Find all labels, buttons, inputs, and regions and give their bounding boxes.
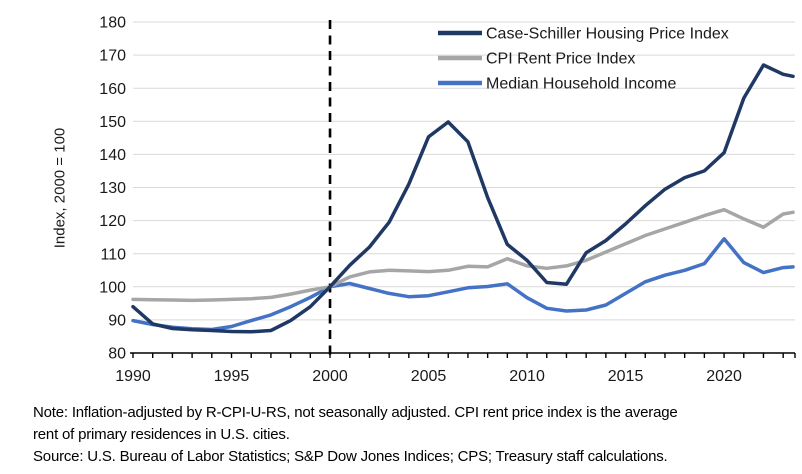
line-chart-canvas: 1990 1995 2000 2005 2010 2015 2020 80 90 100 110 12…: [99, 15, 796, 385]
series-line-median-household-income: [131, 237, 795, 332]
y-tick-label-150: 150: [99, 114, 126, 131]
y-tick-label-120: 120: [99, 213, 126, 230]
legend: Case-Schiller Housing Price Index CPI Ren…: [438, 26, 729, 93]
y-tick-label-170: 170: [99, 48, 126, 65]
y-tick-labels: 80 90 100 110 120 130 140 150 160 170 180: [99, 15, 126, 363]
x-tick-label-2010: 2010: [509, 368, 545, 385]
series-line-case-schiller-housing-price-index: [131, 63, 795, 334]
x-tick-label-1995: 1995: [214, 368, 250, 385]
legend-item-case-schiller-housing-price-index: Case-Schiller Housing Price Index: [438, 26, 729, 43]
x-tick-label-2000: 2000: [312, 368, 348, 385]
y-tick-label-130: 130: [99, 180, 126, 197]
y-tick-label-110: 110: [100, 246, 126, 263]
x-tick-label-1990: 1990: [115, 368, 151, 385]
x-tick-label-2005: 2005: [411, 368, 447, 385]
x-tick-label-2015: 2015: [608, 368, 644, 385]
x-tick-label-2020: 2020: [706, 368, 742, 385]
y-tick-label-140: 140: [99, 147, 126, 164]
y-tick-label-100: 100: [99, 279, 126, 296]
series-lines: [131, 63, 795, 334]
legend-label-case-schiller-housing-price-index: Case-Schiller Housing Price Index: [486, 26, 729, 43]
y-tick-label-160: 160: [99, 81, 126, 98]
x-axis: [130, 352, 796, 358]
x-tick-labels: 1990 1995 2000 2005 2010 2015 2020: [115, 368, 742, 385]
y-tick-label-80: 80: [108, 346, 126, 363]
legend-label-median-household-income: Median Household Income: [486, 76, 676, 93]
legend-item-cpi-rent-price-index: CPI Rent Price Index: [438, 51, 635, 68]
legend-label-cpi-rent-price-index: CPI Rent Price Index: [486, 51, 635, 68]
y-tick-label-180: 180: [99, 15, 126, 32]
y-tick-label-90: 90: [108, 313, 126, 330]
note-line-1: Note: Inflation-adjusted by R-CPI-U-RS, …: [33, 404, 678, 421]
source-line: Source: U.S. Bureau of Labor Statistics;…: [33, 448, 668, 465]
legend-item-median-household-income: Median Household Income: [438, 76, 676, 93]
gridlines: [133, 21, 795, 321]
series-line-cpi-rent-price-index: [131, 207, 795, 303]
note-line-2: rent of primary residences in U.S. citie…: [33, 426, 290, 443]
chart-notes: Note: Inflation-adjusted by R-CPI-U-RS, …: [33, 402, 678, 468]
